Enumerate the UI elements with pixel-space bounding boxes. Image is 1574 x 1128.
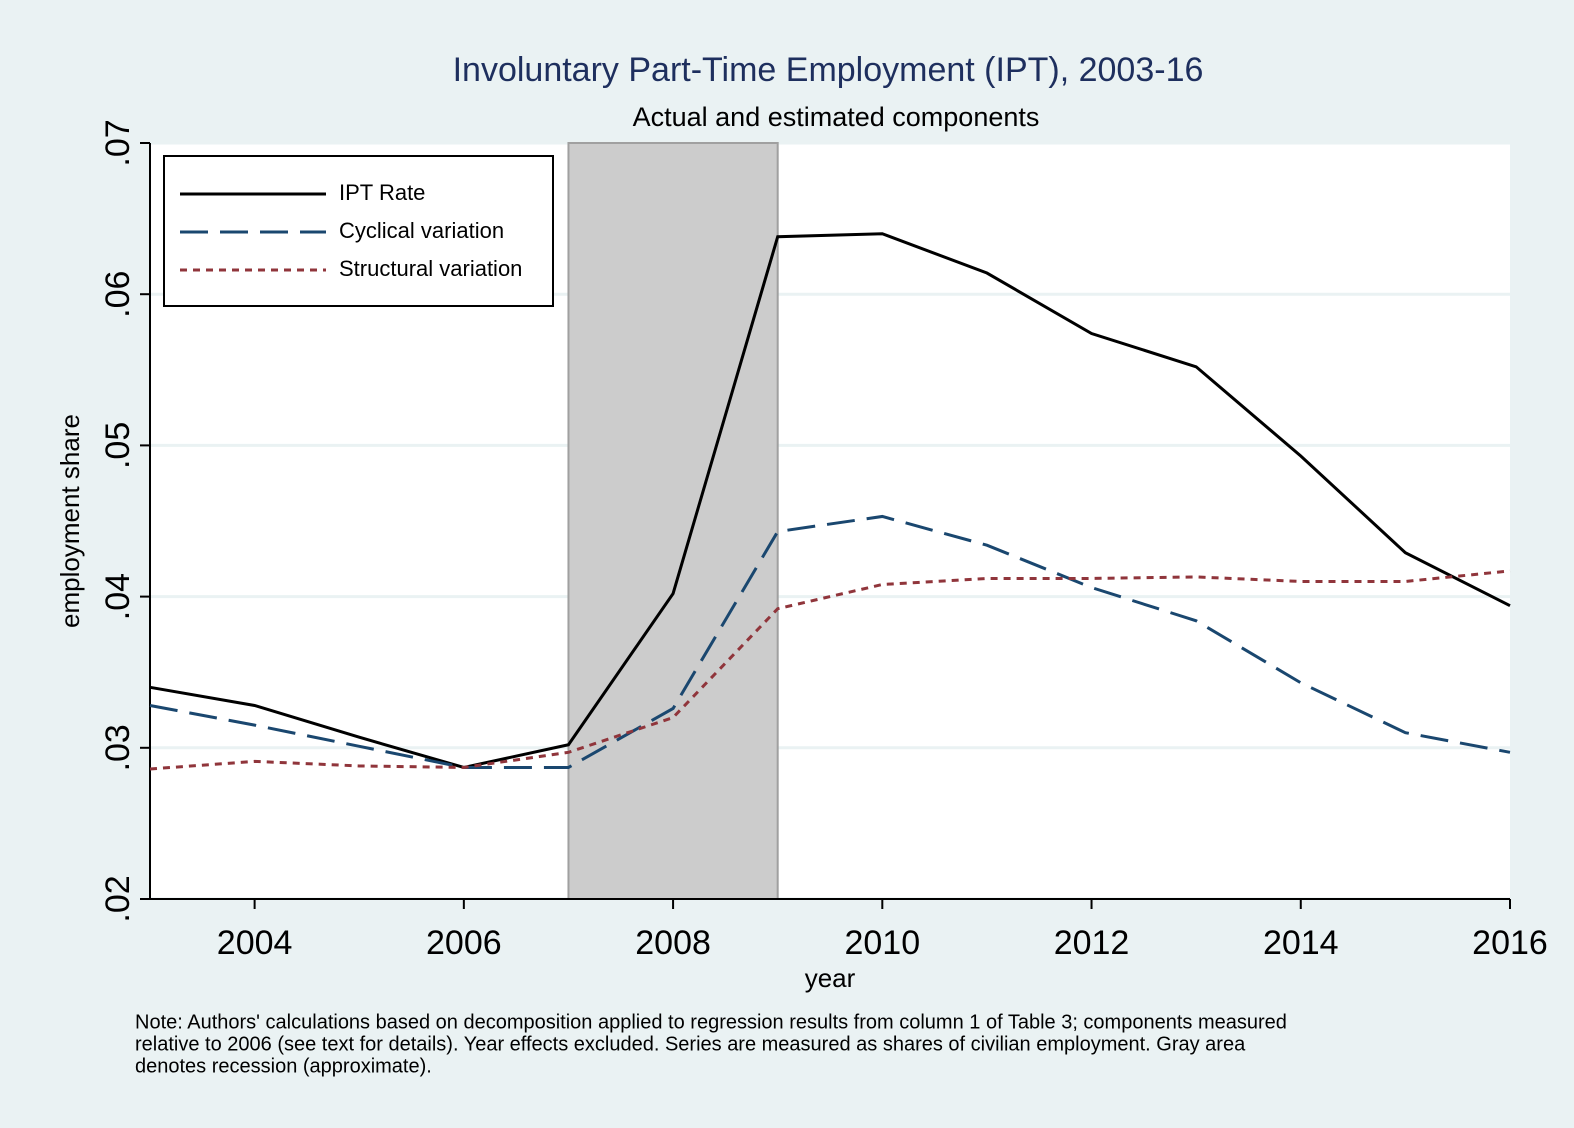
note-line: Note: Authors' calculations based on dec… — [135, 1011, 1287, 1033]
legend-label: IPT Rate — [339, 180, 425, 205]
series-line — [149, 232, 1511, 770]
legend-label: Structural variation — [339, 256, 522, 281]
legend-label: Cyclical variation — [339, 218, 504, 243]
series-line — [149, 514, 1511, 769]
x-tick-label: 2016 — [1472, 924, 1548, 962]
x-tick-label: 2010 — [844, 924, 920, 962]
y-tick-label: .07 — [99, 119, 137, 166]
note-line: relative to 2006 (see text for details).… — [135, 1033, 1246, 1055]
y-tick-label: .04 — [99, 573, 137, 620]
y-tick-label: .05 — [99, 422, 137, 469]
x-tick-label: 2008 — [635, 924, 711, 962]
x-tick-label: 2006 — [426, 924, 502, 962]
y-tick-label: .06 — [99, 271, 137, 318]
x-axis-label: year — [805, 963, 856, 993]
y-axis-label: employment share — [55, 414, 85, 628]
recession-shade — [567, 142, 779, 900]
series-line — [149, 569, 1511, 771]
x-tick-label: 2014 — [1263, 924, 1339, 962]
note-line: denotes recession (approximate). — [135, 1055, 432, 1077]
x-tick-label: 2004 — [217, 924, 293, 962]
y-tick-label: .03 — [99, 724, 137, 771]
x-tick-label: 2012 — [1054, 924, 1130, 962]
chart-subtitle: Actual and estimated components — [633, 102, 1040, 132]
y-tick-label: .02 — [99, 875, 137, 922]
legend: IPT Rate Cyclical variation Structural var… — [163, 155, 554, 307]
chart-title: Involuntary Part-Time Employment (IPT), … — [453, 51, 1204, 89]
